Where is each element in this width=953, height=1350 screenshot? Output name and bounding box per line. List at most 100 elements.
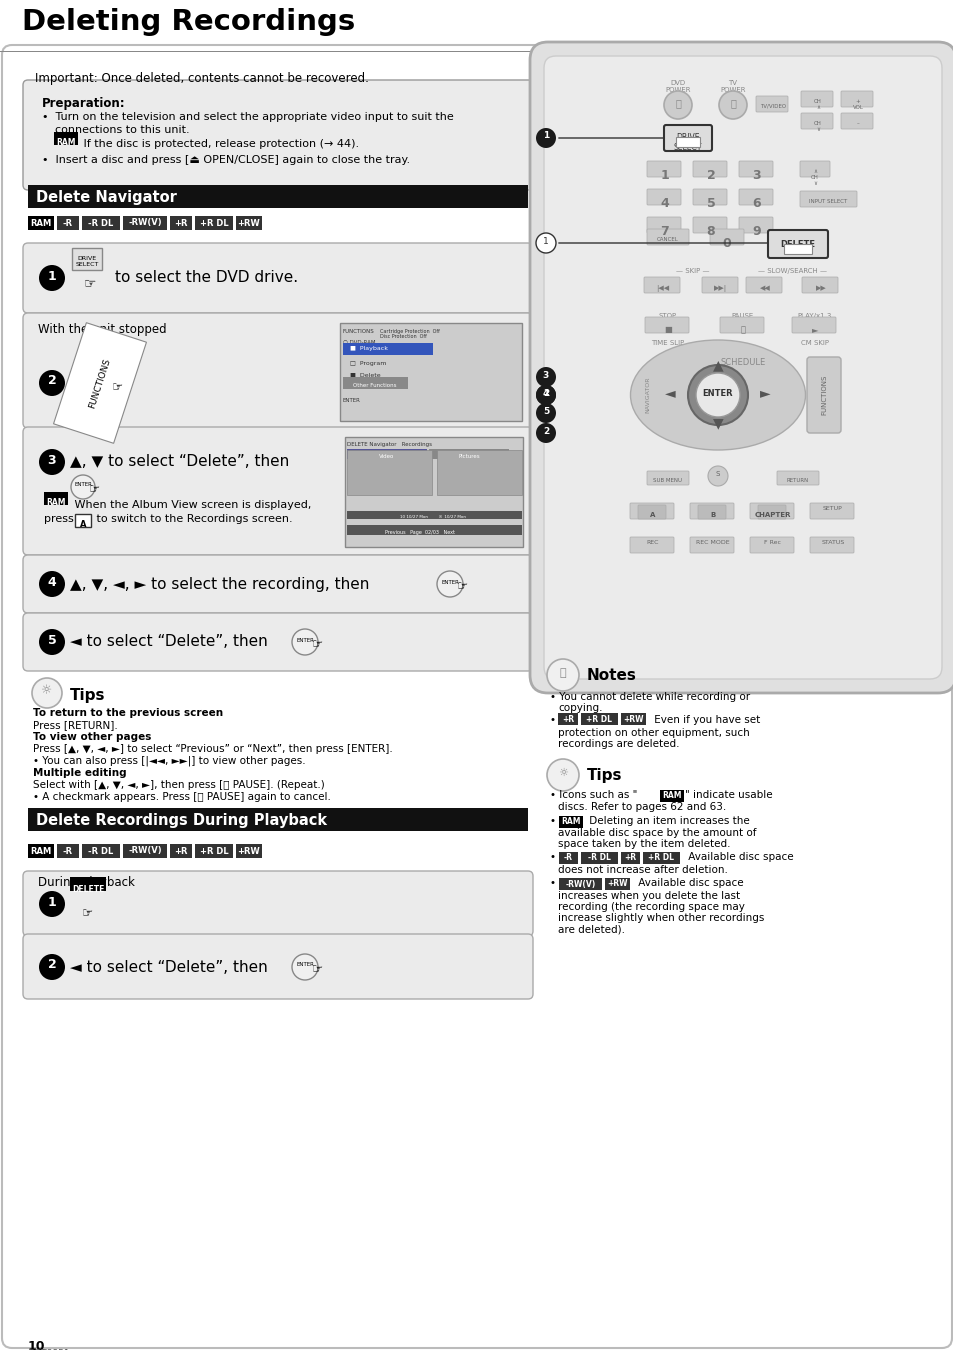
Text: SETUP: SETUP [822, 506, 842, 512]
Text: 3: 3 [542, 370, 549, 379]
Text: If the disc is protected, release protection (→ 44).: If the disc is protected, release protec… [80, 139, 358, 148]
Text: ☞: ☞ [90, 483, 100, 497]
Text: 📰: 📰 [559, 668, 566, 678]
Text: 8: 8 [706, 225, 715, 238]
Circle shape [39, 370, 65, 396]
Bar [44, 491, 68, 505]
FancyBboxPatch shape [23, 313, 533, 428]
FancyBboxPatch shape [701, 277, 738, 293]
Text: 6: 6 [752, 197, 760, 211]
FancyBboxPatch shape [758, 505, 785, 518]
Text: S: S [715, 471, 720, 477]
Text: 2: 2 [706, 169, 715, 182]
Circle shape [546, 659, 578, 691]
Circle shape [436, 571, 462, 597]
Text: ■  Playback: ■ Playback [350, 346, 388, 351]
FancyBboxPatch shape [776, 471, 818, 485]
Circle shape [546, 759, 578, 791]
Text: TV/VIDEO: TV/VIDEO [760, 104, 785, 109]
Text: RAM: RAM [560, 818, 580, 826]
Text: ☞: ☞ [82, 907, 93, 921]
Text: recordings are deleted.: recordings are deleted. [558, 738, 679, 749]
Circle shape [292, 954, 317, 980]
Text: RAM: RAM [30, 846, 51, 856]
Bar [57, 844, 79, 859]
Text: •  Turn on the television and select the appropriate video input to suit the: • Turn on the television and select the … [42, 112, 454, 122]
Text: ENTER: ENTER [702, 389, 733, 397]
FancyBboxPatch shape [739, 161, 772, 177]
FancyBboxPatch shape [23, 613, 533, 671]
FancyBboxPatch shape [806, 356, 841, 433]
Text: discs. Refer to pages 62 and 63.: discs. Refer to pages 62 and 63. [558, 802, 725, 811]
Text: +R: +R [561, 714, 574, 724]
FancyBboxPatch shape [23, 243, 533, 313]
Text: Multiple editing: Multiple editing [33, 768, 127, 778]
Circle shape [663, 90, 691, 119]
FancyBboxPatch shape [800, 161, 829, 177]
FancyBboxPatch shape [2, 45, 951, 1349]
Text: CREATE: CREATE [760, 506, 784, 512]
Text: +R DL: +R DL [648, 853, 674, 863]
Text: +R: +R [624, 853, 636, 863]
Text: • A checkmark appears. Press [⏸ PAUSE] again to cancel.: • A checkmark appears. Press [⏸ PAUSE] a… [33, 792, 331, 802]
Text: RETURN: RETURN [786, 478, 808, 483]
Text: Pictures: Pictures [457, 454, 479, 459]
FancyBboxPatch shape [75, 514, 91, 526]
Circle shape [39, 954, 65, 980]
FancyBboxPatch shape [629, 504, 673, 518]
Bar [170, 844, 192, 859]
Text: — SLOW/SEARCH —: — SLOW/SEARCH — [758, 269, 826, 274]
Text: ◄ to select “Delete”, then: ◄ to select “Delete”, then [70, 634, 268, 649]
FancyBboxPatch shape [689, 504, 733, 518]
FancyBboxPatch shape [739, 217, 772, 234]
FancyBboxPatch shape [745, 277, 781, 293]
Text: ►: ► [811, 325, 818, 333]
Text: Notes: Notes [586, 668, 637, 683]
Text: Delete Navigator: Delete Navigator [36, 190, 176, 205]
Bar [123, 216, 167, 230]
Bar [676, 136, 700, 147]
Bar [620, 713, 645, 725]
Text: FUNCTIONS: FUNCTIONS [343, 329, 375, 333]
Text: ☞: ☞ [84, 275, 96, 290]
Text: 2: 2 [542, 389, 549, 397]
Text: •  Insert a disc and press [⏏ OPEN/CLOSE] again to close the tray.: • Insert a disc and press [⏏ OPEN/CLOSE]… [42, 155, 410, 165]
Text: FUNCTIONS: FUNCTIONS [88, 356, 112, 409]
FancyBboxPatch shape [809, 504, 853, 518]
Text: 7: 7 [659, 225, 669, 238]
Text: 5: 5 [706, 197, 715, 211]
Bar [0, 50, 953, 53]
Text: ○ DVD-RAM: ○ DVD-RAM [347, 450, 379, 454]
Text: -RW(V): -RW(V) [565, 879, 595, 888]
Circle shape [292, 629, 317, 655]
Text: SUB MENU: SUB MENU [653, 478, 681, 483]
Text: Important: Once deleted, contents cannot be recovered.: Important: Once deleted, contents cannot… [35, 72, 369, 85]
FancyBboxPatch shape [720, 317, 763, 333]
Bar [71, 248, 102, 270]
Text: RAM: RAM [56, 138, 75, 147]
Bar [347, 450, 432, 495]
Bar [82, 844, 120, 859]
Text: ⏻: ⏻ [675, 99, 680, 108]
Text: ■: ■ [663, 325, 671, 333]
Bar [558, 852, 578, 864]
Text: STATUS: STATUS [821, 540, 843, 545]
Bar [345, 437, 522, 547]
FancyBboxPatch shape [749, 537, 793, 554]
FancyBboxPatch shape [629, 537, 673, 554]
Text: ☞: ☞ [312, 964, 323, 976]
Text: • You can also press [|◄◄, ►►|] to view other pages.: • You can also press [|◄◄, ►►|] to view … [33, 756, 305, 767]
Text: -RW(V): -RW(V) [128, 219, 162, 228]
Text: +R DL: +R DL [199, 219, 228, 228]
Text: Even if you have set: Even if you have set [650, 716, 760, 725]
Text: 4: 4 [659, 197, 669, 211]
Circle shape [39, 629, 65, 655]
Text: copying.: copying. [558, 703, 602, 713]
FancyBboxPatch shape [689, 537, 733, 554]
FancyBboxPatch shape [692, 217, 726, 234]
Text: CM SKIP: CM SKIP [801, 340, 828, 346]
Text: Press [▲, ▼, ◄, ►] to select “Previous” or “Next”, then press [ENTER].: Press [▲, ▼, ◄, ►] to select “Previous” … [33, 744, 393, 755]
Text: Video: Video [379, 454, 395, 459]
Text: With the unit stopped: With the unit stopped [38, 323, 167, 336]
Bar [347, 450, 427, 459]
